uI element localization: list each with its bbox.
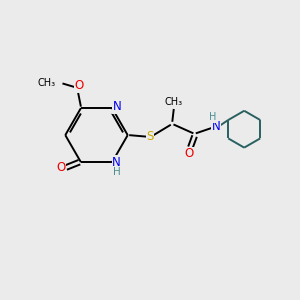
Text: N: N	[212, 120, 220, 133]
Text: O: O	[56, 161, 65, 174]
Text: H: H	[113, 167, 120, 177]
Text: N: N	[113, 100, 122, 113]
Text: O: O	[184, 147, 193, 161]
Text: CH₃: CH₃	[38, 78, 56, 88]
Text: O: O	[75, 79, 84, 92]
Text: CH₃: CH₃	[165, 98, 183, 107]
Text: H: H	[209, 112, 217, 122]
Text: S: S	[146, 130, 154, 143]
Text: N: N	[112, 156, 121, 169]
